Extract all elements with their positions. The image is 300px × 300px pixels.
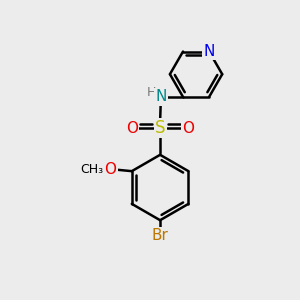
Text: O: O [126, 121, 138, 136]
Text: Br: Br [152, 228, 169, 243]
Text: O: O [182, 121, 194, 136]
Text: CH₃: CH₃ [80, 163, 104, 176]
Text: H: H [147, 86, 157, 99]
Text: N: N [203, 44, 215, 59]
Text: O: O [104, 162, 116, 177]
Text: S: S [155, 119, 165, 137]
Text: N: N [155, 89, 166, 104]
